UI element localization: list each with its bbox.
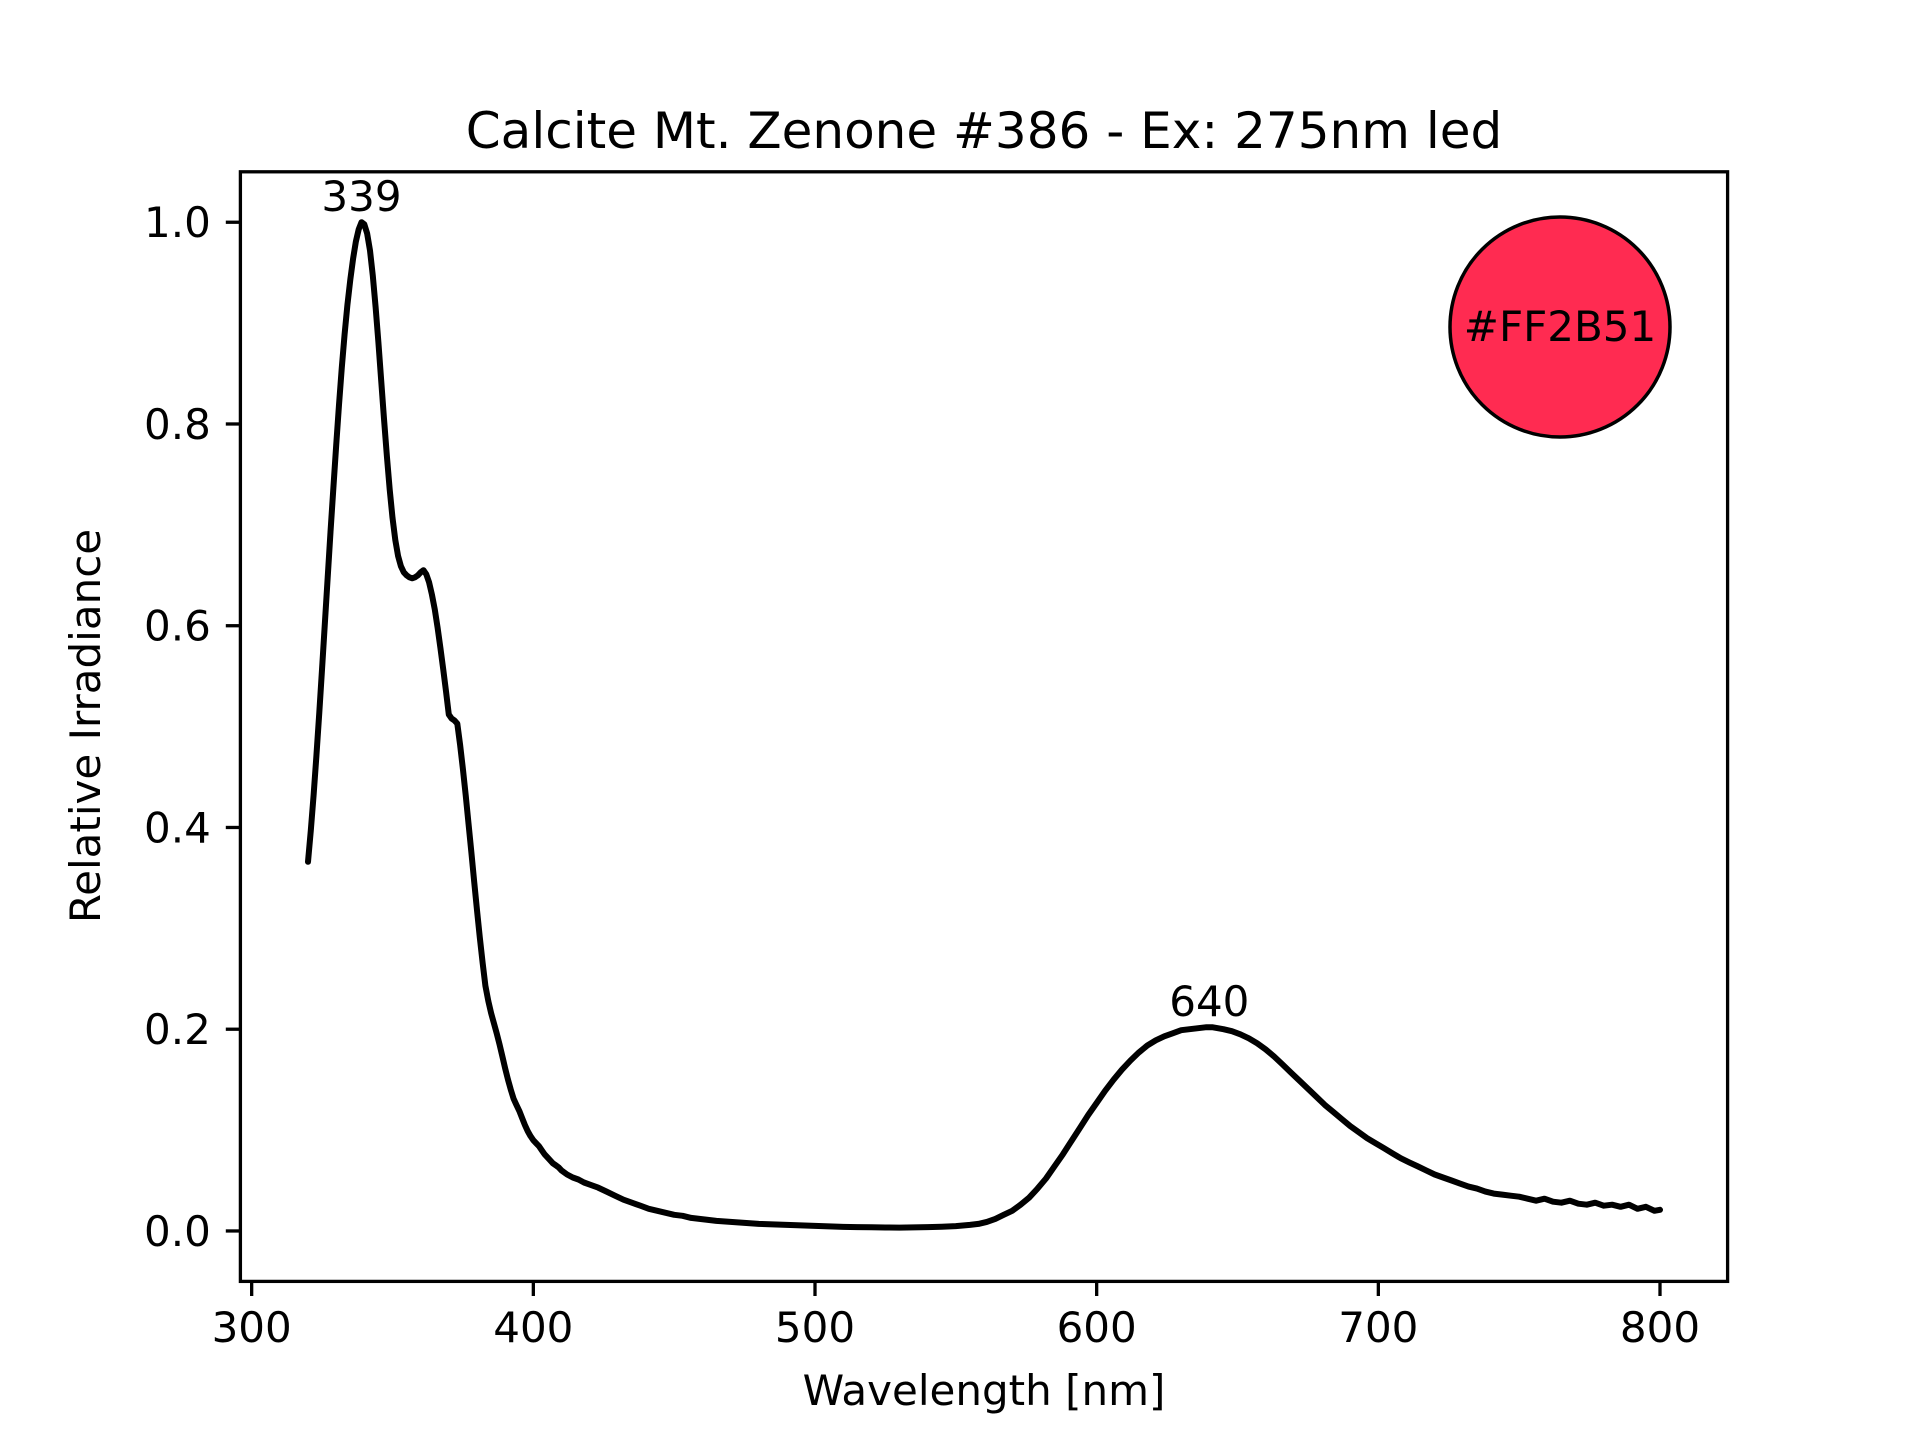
color-swatch-label: #FF2B51 bbox=[1464, 302, 1657, 351]
chart-title: Calcite Mt. Zenone #386 - Ex: 275nm led bbox=[466, 102, 1502, 160]
plot-border bbox=[238, 170, 1730, 1284]
y-tick-label: 0.8 bbox=[144, 400, 211, 449]
peak-annotation-640: 640 bbox=[1169, 977, 1249, 1026]
peak-annotation-339: 339 bbox=[321, 172, 401, 221]
y-tick-label: 1.0 bbox=[144, 198, 211, 247]
y-tick-label: 0.0 bbox=[144, 1207, 211, 1256]
y-tick-label: 0.4 bbox=[144, 803, 211, 852]
x-tick-label: 800 bbox=[1620, 1303, 1700, 1352]
x-tick-labels: 300 400 500 600 700 800 bbox=[212, 1303, 1701, 1352]
y-axis-label: Relative Irradiance bbox=[61, 529, 110, 923]
y-tick-label: 0.6 bbox=[144, 602, 211, 651]
x-tick-label: 700 bbox=[1338, 1303, 1418, 1352]
x-axis-label: Wavelength [nm] bbox=[803, 1366, 1166, 1415]
y-axis-ticks bbox=[225, 220, 241, 1233]
color-swatch-circle bbox=[1448, 215, 1672, 439]
y-tick-labels: 0.0 0.2 0.4 0.6 0.8 1.0 bbox=[144, 198, 211, 1256]
x-tick-label: 500 bbox=[775, 1303, 855, 1352]
x-tick-label: 600 bbox=[1057, 1303, 1137, 1352]
x-tick-label: 300 bbox=[212, 1303, 292, 1352]
spectrum-line bbox=[305, 219, 1663, 1231]
y-tick-label: 0.2 bbox=[144, 1005, 211, 1054]
x-tick-label: 400 bbox=[493, 1303, 573, 1352]
x-axis-ticks bbox=[250, 1281, 1662, 1296]
